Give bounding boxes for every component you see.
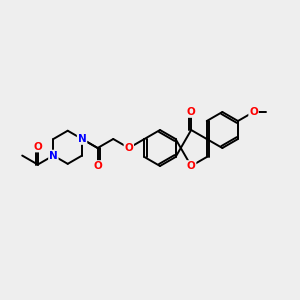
Text: O: O bbox=[187, 107, 196, 117]
Text: O: O bbox=[33, 142, 42, 152]
Text: O: O bbox=[124, 143, 133, 153]
Text: N: N bbox=[78, 134, 86, 144]
Text: O: O bbox=[249, 107, 258, 117]
Text: O: O bbox=[187, 161, 196, 171]
Text: O: O bbox=[93, 161, 102, 171]
Text: N: N bbox=[49, 151, 58, 160]
